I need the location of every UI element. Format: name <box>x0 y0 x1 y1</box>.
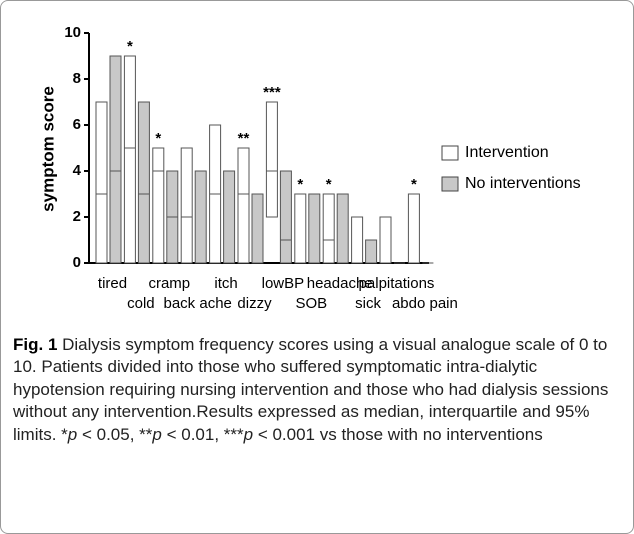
significance: * <box>155 130 161 147</box>
caption: Fig. 1 Dialysis symptom frequency scores… <box>13 334 625 446</box>
caption-text: p <box>243 424 254 444</box>
y-tick-label: 8 <box>73 70 81 87</box>
box <box>379 216 392 264</box>
x-tick-label: SOB <box>295 295 327 312</box>
box <box>180 147 193 264</box>
box <box>322 193 335 264</box>
x-tick-label: cold <box>127 295 155 312</box>
box <box>95 101 108 264</box>
box <box>123 55 136 264</box>
box <box>109 55 122 264</box>
x-tick-label: itch <box>214 275 237 292</box>
x-tick-label: cramp <box>148 275 190 292</box>
x-tick-label: back ache <box>164 295 232 312</box>
box <box>351 216 364 264</box>
x-tick-label: abdo pain <box>392 295 458 312</box>
caption-text: Dialysis symptom frequency scores using … <box>13 335 609 444</box>
box <box>365 239 378 264</box>
significance: * <box>297 176 303 193</box>
y-tick-label: 10 <box>64 24 81 41</box>
box <box>336 193 349 264</box>
box <box>237 147 250 264</box>
box <box>279 170 292 264</box>
caption-text: < 0.01, *** <box>161 424 244 444</box>
y-tick-label: 6 <box>73 116 81 133</box>
box <box>137 101 150 264</box>
significance: * <box>326 176 332 193</box>
legend-label: Intervention <box>465 144 549 161</box>
x-tick-label: sick <box>355 295 381 312</box>
x-tick-label: dizzy <box>237 295 272 312</box>
caption-text: p <box>152 424 162 444</box>
box <box>294 193 307 264</box>
x-tick-label: tired <box>98 275 127 292</box>
box <box>152 147 165 264</box>
box <box>308 193 321 264</box>
caption-text: < 0.001 vs those with no interventions <box>253 424 543 444</box>
box <box>407 193 420 264</box>
significance: * <box>411 176 417 193</box>
legend-swatch <box>441 145 459 161</box>
x-tick-label: headache <box>307 275 373 292</box>
legend-swatch <box>441 176 459 192</box>
significance: * <box>127 38 133 55</box>
x-tick-label: lowBP <box>262 275 305 292</box>
caption-text: p <box>67 424 78 444</box>
x-tick-label: palpitations <box>359 275 435 292</box>
y-tick-label: 0 <box>73 254 81 271</box>
box <box>251 193 264 264</box>
y-tick-label: 4 <box>73 162 82 179</box>
y-axis-label: symptom score <box>38 86 57 212</box>
box <box>223 170 236 264</box>
box <box>265 101 278 218</box>
significance: ** <box>238 130 250 147</box>
box <box>194 170 207 264</box>
legend-label: No interventions <box>465 175 581 192</box>
caption-label: Fig. 1 <box>13 335 58 354</box>
chart: symptom score 0 2 4 6 8 10 tired * cold * cramp bac… <box>38 24 581 312</box>
y-tick-label: 2 <box>73 208 81 225</box>
significance: *** <box>263 84 281 101</box>
caption-text: < 0.05, ** <box>77 424 153 444</box>
